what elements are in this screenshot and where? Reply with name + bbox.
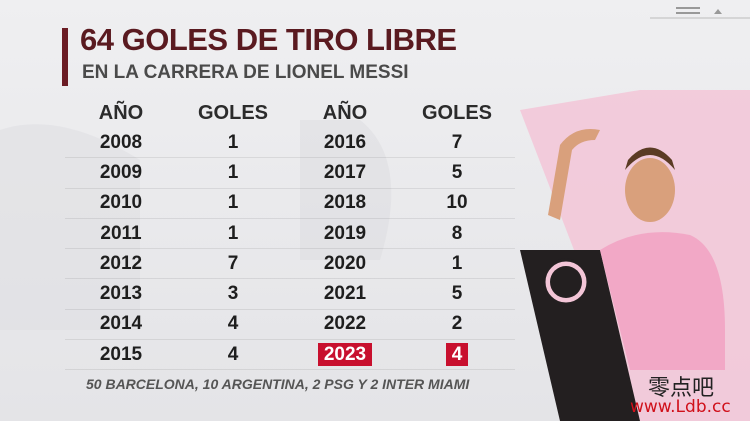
- cell-text: 4: [227, 313, 239, 335]
- table-row: 2010 1 2018 10: [65, 189, 515, 219]
- table-cell: 2008: [65, 132, 177, 154]
- cell-text: 10: [446, 192, 468, 214]
- table-cell: 2023: [289, 342, 401, 366]
- cell-text: 2018: [323, 192, 367, 214]
- table-cell: 2011: [65, 223, 177, 245]
- table-row: 2014 4 2022 2: [65, 310, 515, 341]
- cell-text: 1: [451, 252, 463, 274]
- column-header: GOLES: [197, 101, 268, 124]
- column-header: GOLES: [421, 101, 492, 124]
- cell-text: 2015: [99, 343, 143, 365]
- table-cell: 7: [177, 253, 289, 275]
- cell-text: 2014: [99, 313, 143, 335]
- cell-text: 8: [451, 222, 463, 244]
- cell-text: 3: [227, 283, 239, 305]
- table-cell: 2021: [289, 283, 401, 305]
- table-cell: 2009: [65, 162, 177, 184]
- table-cell: 2010: [65, 192, 177, 214]
- table-cell: 2012: [65, 253, 177, 275]
- table-row: 2013 3 2021 5: [65, 279, 515, 310]
- table-cell: 1: [177, 162, 289, 184]
- stats-table: AÑO GOLES AÑO GOLES 2008 1 2016 7 2009 1 2017 5 2010…: [65, 98, 515, 371]
- table-cell: 2: [401, 313, 513, 335]
- cell-text: 2008: [99, 131, 143, 153]
- cell-text: 1: [227, 161, 239, 183]
- table-cell: 1: [177, 223, 289, 245]
- cell-text: 7: [227, 252, 239, 274]
- cell-text: 2009: [99, 161, 143, 183]
- cell-text: 2011: [100, 222, 142, 244]
- cell-text: 2017: [323, 161, 367, 183]
- table-row: 2009 1 2017 5: [65, 158, 515, 189]
- footer-note: 50 BARCELONA, 10 ARGENTINA, 2 PSG Y 2 IN…: [86, 376, 470, 392]
- table-cell: 2018: [289, 192, 401, 214]
- cell-text: 2022: [323, 313, 367, 335]
- table-cell: 2016: [289, 132, 401, 154]
- cell-text: 7: [451, 131, 463, 153]
- table-cell: 1: [401, 253, 513, 275]
- table-cell: 2022: [289, 313, 401, 335]
- header-row: AÑO GOLES AÑO GOLES: [65, 98, 515, 128]
- table-cell: 3: [177, 283, 289, 305]
- cell-text: 4: [227, 343, 239, 365]
- table-cell: 2014: [65, 313, 177, 335]
- cell-text: 2016: [323, 131, 367, 153]
- cell-text: 2019: [323, 222, 367, 244]
- table-cell: 5: [401, 162, 513, 184]
- table-cell: 10: [401, 192, 513, 214]
- table-row: 2015 4 2023 4: [65, 340, 515, 371]
- accent-bar: [62, 28, 68, 86]
- cell-text: 2010: [99, 192, 143, 214]
- table-cell: 2013: [65, 283, 177, 305]
- cell-text: 2012: [99, 252, 143, 274]
- column-header: AÑO: [98, 101, 144, 124]
- cell-text: 1: [227, 192, 239, 214]
- cell-text: 2021: [323, 283, 367, 305]
- table-cell: 4: [177, 313, 289, 335]
- table-cell: 5: [401, 283, 513, 305]
- table-cell: 1: [177, 132, 289, 154]
- cell-text: 1: [227, 222, 239, 244]
- table-cell: 8: [401, 223, 513, 245]
- table-cell: 2020: [289, 253, 401, 275]
- table-cell: 2019: [289, 223, 401, 245]
- subtitle: EN LA CARRERA DE LIONEL MESSI: [82, 62, 409, 83]
- cell-text: 5: [451, 161, 463, 183]
- table-row: 2012 7 2020 1: [65, 249, 515, 280]
- table-cell: 2015: [65, 344, 177, 366]
- cell-text: 2020: [323, 252, 367, 274]
- table-cell: 4: [401, 342, 513, 366]
- cell-text: 2013: [99, 283, 143, 305]
- cell-text: 2: [451, 313, 463, 335]
- table-cell: 7: [401, 132, 513, 154]
- watermark-url: www.Ldb.cc: [630, 397, 731, 417]
- cell-text: 1: [227, 131, 239, 153]
- table-row: 2011 1 2019 8: [65, 219, 515, 250]
- cell-text: 5: [451, 283, 463, 305]
- table-row: 2008 1 2016 7: [65, 128, 515, 159]
- table-cell: 1: [177, 192, 289, 214]
- table-cell: 2017: [289, 162, 401, 184]
- watermark-name: 零点吧: [648, 376, 715, 401]
- title: 64 GOLES DE TIRO LIBRE: [80, 22, 457, 57]
- cell-text: 2023: [317, 342, 373, 366]
- table-cell: 4: [177, 344, 289, 366]
- cell-text: 4: [445, 342, 469, 366]
- column-header: AÑO: [322, 101, 368, 124]
